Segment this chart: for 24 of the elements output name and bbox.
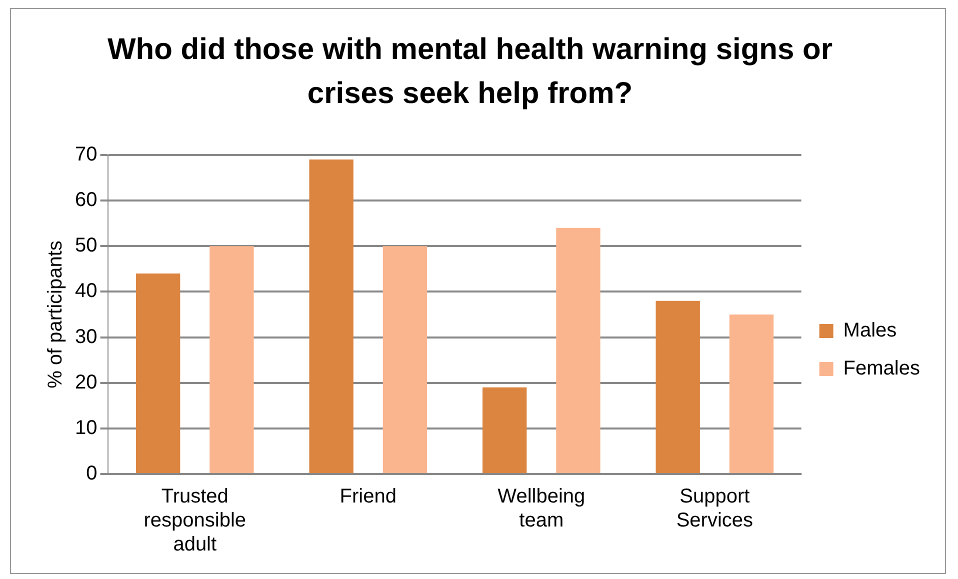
y-tick-label: 40	[74, 280, 98, 302]
x-tick-label: Support Services	[676, 486, 754, 532]
y-tick-label: 20	[74, 371, 98, 394]
y-tick-label: 60	[74, 189, 98, 212]
legend-label: Males	[843, 320, 897, 342]
bar	[309, 160, 354, 473]
y-axis-title: % of participants	[44, 240, 67, 388]
y-tick-label: 50	[74, 234, 98, 257]
bar	[136, 273, 180, 473]
chart-title: Who did those with mental health warning signs or crises seek help from?	[106, 32, 834, 112]
legend-label: Females	[843, 358, 920, 380]
bar	[729, 314, 774, 473]
bar	[656, 300, 700, 473]
y-tick-label: 70	[74, 144, 98, 166]
y-tick-label: 10	[74, 416, 98, 439]
bar	[556, 228, 600, 473]
x-tick-label: Wellbeing team	[498, 486, 586, 532]
x-tick-label: Friend	[340, 486, 396, 508]
x-tick-label: Trusted responsible adult	[144, 486, 246, 556]
bar	[482, 387, 527, 473]
bar	[210, 246, 254, 473]
bar	[382, 246, 428, 473]
y-tick-label: 0	[86, 462, 98, 485]
y-tick-label: 30	[74, 326, 98, 348]
